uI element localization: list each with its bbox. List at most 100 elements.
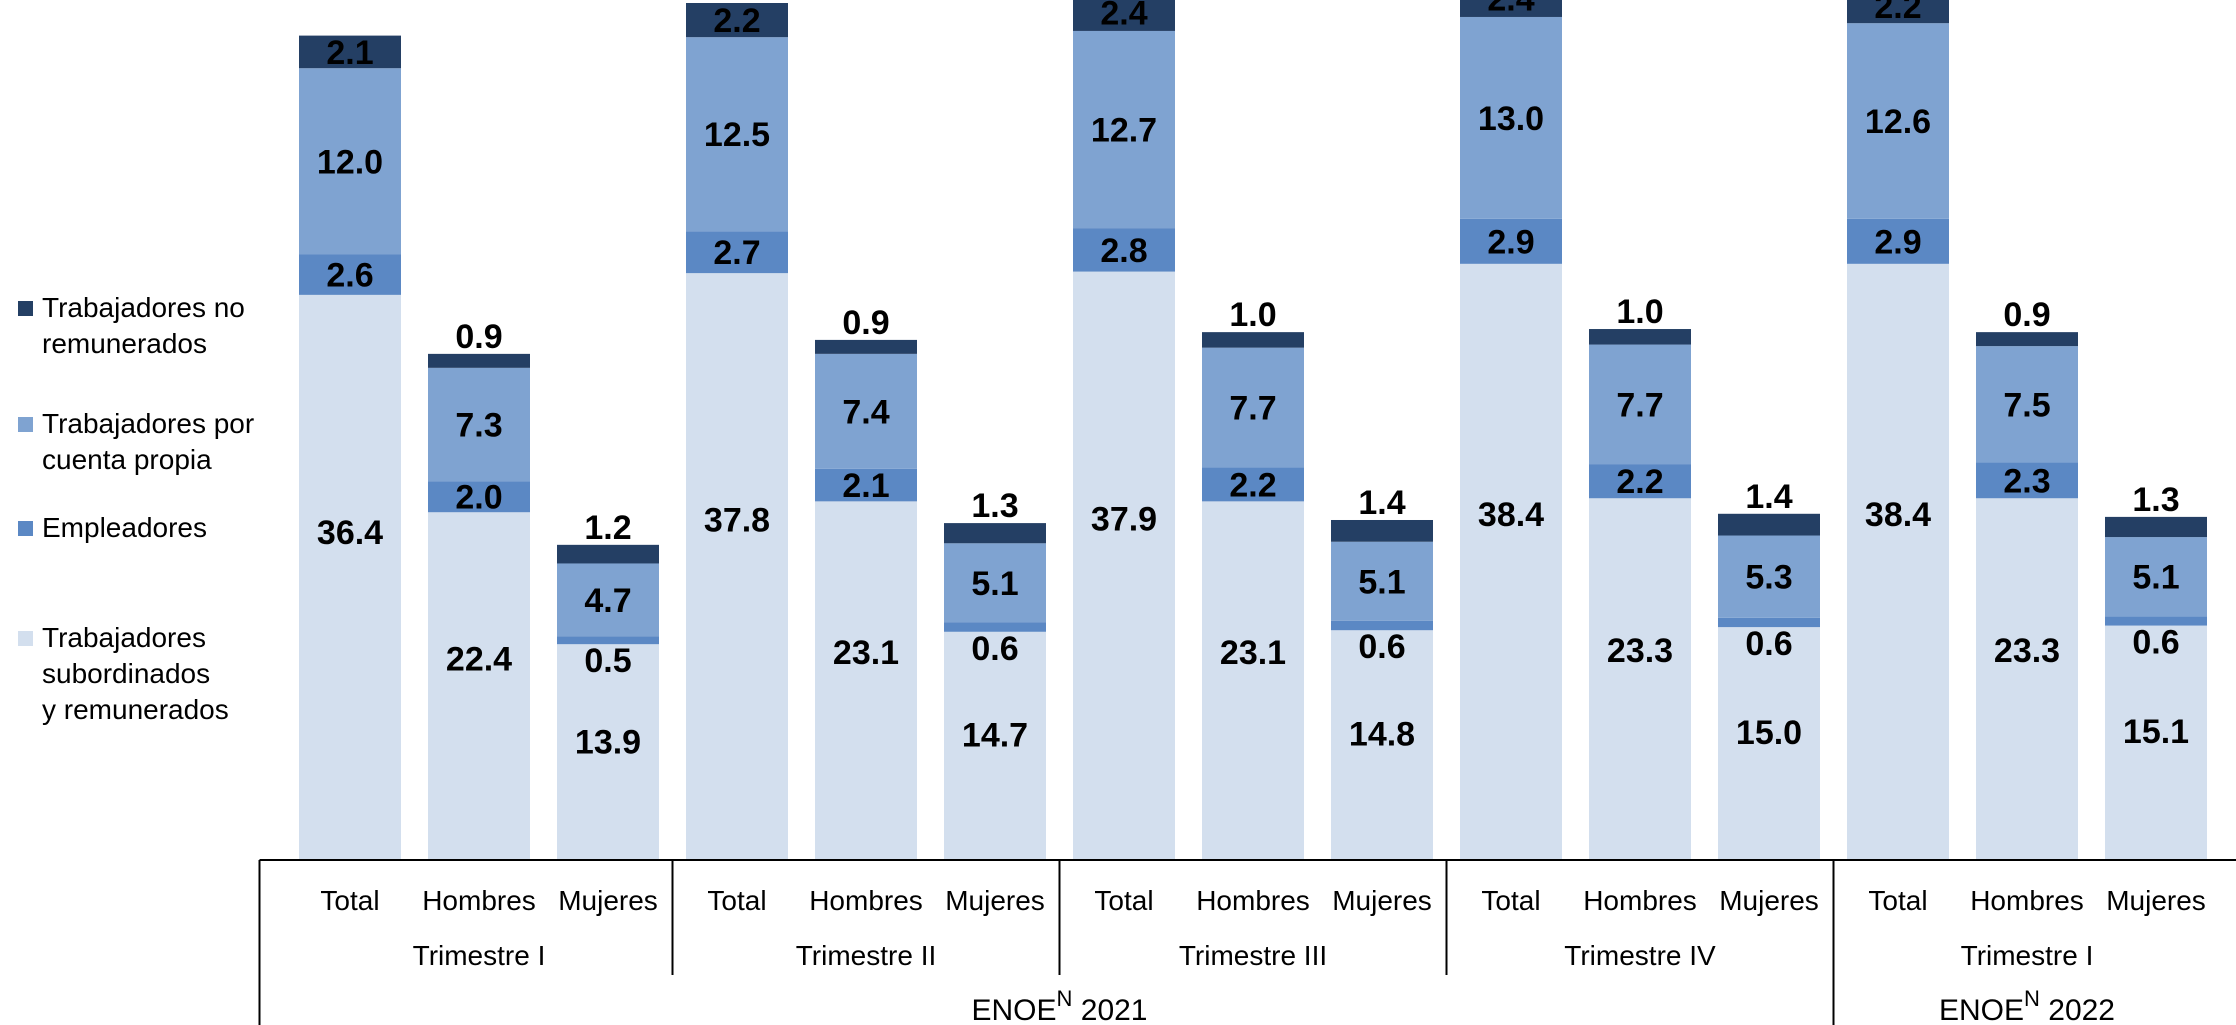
bar-segment-4	[557, 544, 659, 564]
category-label: Mujeres	[2106, 885, 2206, 916]
bar-segment-3	[1460, 16, 1562, 219]
data-label: 1.0	[1616, 293, 1663, 331]
bar-segment-1	[815, 501, 917, 860]
data-label: 5.1	[2132, 559, 2179, 597]
bar-segment-1	[1976, 498, 2078, 860]
bar-segment-2	[1589, 464, 1691, 499]
bar-segment-3	[557, 563, 659, 637]
data-label: 37.9	[1091, 501, 1157, 539]
bar-segment-4	[428, 353, 530, 368]
data-label: 1.4	[1358, 484, 1405, 522]
bar-segment-4	[2105, 516, 2207, 538]
bar-segment-1	[2105, 625, 2207, 860]
data-label: 13.0	[1478, 100, 1544, 138]
bar-segment-1	[1460, 263, 1562, 861]
data-label: 36.4	[317, 514, 383, 552]
data-label: 2.9	[1874, 223, 1921, 261]
legend-label: Empleadores	[42, 512, 207, 543]
bar-segment-4	[1073, 0, 1175, 31]
legend-item: Empleadores	[18, 510, 207, 546]
category-label: Total	[1094, 885, 1153, 916]
bar-segment-1	[944, 631, 1046, 860]
legend-label: Trabajadores no remunerados	[42, 292, 245, 359]
bar-segment-1	[1331, 630, 1433, 860]
data-label: 12.7	[1091, 112, 1157, 150]
bar-segment-4	[299, 35, 401, 69]
category-label: Hombres	[422, 885, 536, 916]
data-label: 23.3	[1607, 632, 1673, 670]
data-label: 2.9	[1487, 223, 1534, 261]
bar-segment-3	[1976, 346, 2078, 463]
data-label: 37.8	[704, 502, 770, 540]
category-label: Mujeres	[558, 885, 658, 916]
data-label: 23.3	[1994, 632, 2060, 670]
group-label: Trimestre III	[1179, 940, 1327, 971]
legend-swatch	[18, 301, 33, 316]
legend-item: Trabajadores subordinados y remunerados	[18, 620, 229, 728]
group-label: Trimestre I	[1961, 940, 2094, 971]
category-label: Total	[1481, 885, 1540, 916]
data-label: 2.8	[1100, 232, 1147, 270]
data-label: 13.9	[575, 723, 641, 761]
data-label: 14.7	[962, 716, 1028, 754]
data-label: 22.4	[446, 640, 512, 678]
bar-segment-3	[1073, 30, 1175, 229]
bar-segment-1	[1589, 498, 1691, 860]
bar-segment-3	[2105, 537, 2207, 617]
category-label: Hombres	[1970, 885, 2084, 916]
category-label: Total	[707, 885, 766, 916]
legend-item: Trabajadores no remunerados	[18, 290, 245, 362]
data-label: 0.6	[971, 630, 1018, 668]
bar-segment-3	[815, 353, 917, 469]
bar-segment-1	[428, 512, 530, 860]
year-label: ENOEN 2022	[1939, 986, 2115, 1025]
legend-swatch	[18, 417, 33, 432]
group-label: Trimestre IV	[1564, 940, 1716, 971]
data-label: 2.6	[326, 257, 373, 295]
data-label: 7.7	[1229, 389, 1276, 427]
bar-segment-2	[1718, 617, 1820, 628]
data-label: 0.9	[2003, 296, 2050, 334]
bar-segment-2	[815, 468, 917, 502]
year-label: ENOEN 2021	[972, 986, 1148, 1025]
data-label: 7.3	[455, 407, 502, 445]
bar-segment-1	[557, 644, 659, 860]
bar-segment-1	[686, 273, 788, 860]
data-label: 2.1	[842, 467, 889, 505]
bar-segment-2	[1331, 620, 1433, 631]
bar-segment-2	[686, 231, 788, 274]
data-label: 14.8	[1349, 716, 1415, 754]
data-label: 23.1	[1220, 634, 1286, 672]
data-label: 2.2	[1616, 463, 1663, 501]
category-label: Mujeres	[1719, 885, 1819, 916]
bar-segment-3	[1202, 347, 1304, 468]
bar-segment-2	[299, 254, 401, 295]
data-label: 1.0	[1229, 296, 1276, 334]
data-label: 5.1	[1358, 563, 1405, 601]
bar-segment-1	[1847, 263, 1949, 861]
group-label: Trimestre I	[413, 940, 546, 971]
data-label: 5.1	[971, 565, 1018, 603]
bar-segment-2	[557, 636, 659, 645]
bar-segment-4	[1331, 519, 1433, 542]
bar-segment-2	[1073, 228, 1175, 272]
bar-segment-1	[1718, 627, 1820, 860]
bar-segment-1	[1202, 501, 1304, 860]
data-label: 12.6	[1865, 103, 1931, 141]
data-label: 15.1	[2123, 713, 2189, 751]
data-label: 7.4	[842, 393, 889, 431]
bar-segment-3	[686, 37, 788, 232]
group-label: Trimestre II	[796, 940, 937, 971]
bar-segment-4	[686, 3, 788, 38]
data-label: 5.3	[1745, 559, 1792, 597]
bar-segment-2	[1976, 462, 2078, 499]
bar-segment-4	[1202, 332, 1304, 348]
category-label: Total	[320, 885, 379, 916]
data-label: 2.2	[1874, 0, 1921, 26]
data-label: 0.5	[584, 642, 631, 680]
category-label: Hombres	[1196, 885, 1310, 916]
bar-segment-2	[1202, 467, 1304, 502]
data-label: 1.2	[584, 509, 631, 547]
bar-segment-4	[1589, 329, 1691, 345]
data-label: 15.0	[1736, 714, 1802, 752]
